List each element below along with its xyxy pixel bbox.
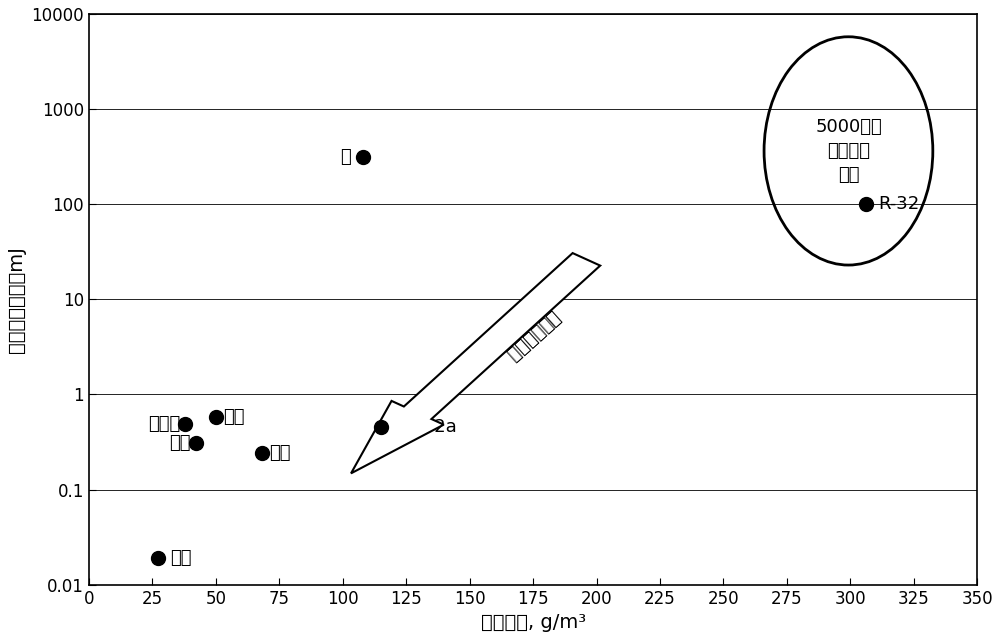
- Text: 甲烷: 甲烷: [223, 408, 245, 426]
- Text: 5000倍多
的能量才
着火: 5000倍多 的能量才 着火: [815, 118, 882, 183]
- Text: 氯: 氯: [340, 148, 350, 166]
- Text: 增加的可燃性: 增加的可燃性: [502, 307, 562, 364]
- Point: [177, 419, 193, 429]
- Point: [858, 199, 874, 210]
- Text: 异丁烷: 异丁烷: [148, 415, 180, 433]
- X-axis label: 燃烧下限, g/m³: 燃烧下限, g/m³: [481, 613, 586, 632]
- Point: [150, 553, 166, 563]
- Text: 乙倶: 乙倶: [170, 549, 192, 567]
- Text: R-32: R-32: [878, 195, 920, 213]
- Text: 丙烷: 丙烷: [169, 434, 191, 452]
- Point: [373, 422, 389, 433]
- Polygon shape: [351, 253, 600, 473]
- Point: [188, 438, 204, 448]
- Point: [208, 412, 224, 422]
- Text: R-152a: R-152a: [394, 419, 457, 436]
- Y-axis label: 最小着火能量，mJ: 最小着火能量，mJ: [7, 246, 26, 353]
- Text: 汽油: 汽油: [269, 444, 291, 463]
- Point: [254, 448, 270, 458]
- Point: [355, 152, 371, 162]
